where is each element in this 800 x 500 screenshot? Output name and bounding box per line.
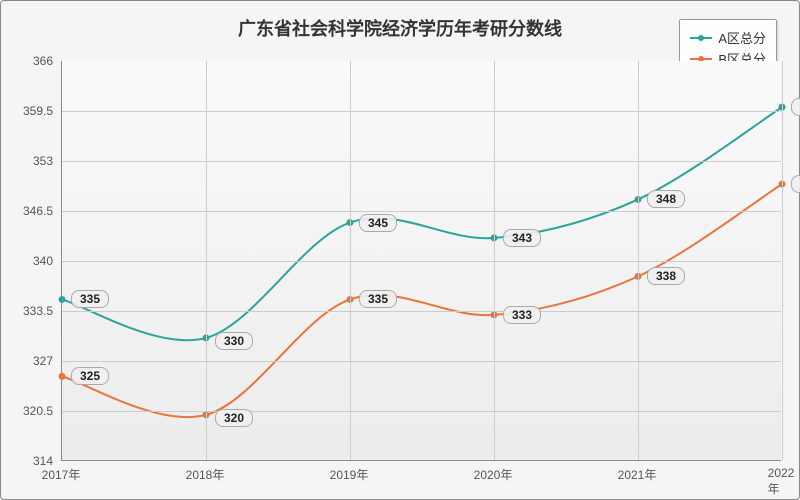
gridline-h bbox=[62, 411, 781, 412]
data-label: 333 bbox=[503, 306, 541, 324]
data-label: 350 bbox=[791, 175, 800, 193]
legend-swatch-a bbox=[690, 37, 712, 39]
gridline-h bbox=[62, 361, 781, 362]
x-tick-label: 2020年 bbox=[474, 466, 513, 483]
y-tick-label: 353 bbox=[9, 154, 53, 168]
data-marker bbox=[59, 296, 66, 303]
data-label: 335 bbox=[359, 290, 397, 308]
y-tick-label: 320.5 bbox=[9, 404, 53, 418]
x-tick-label: 2021年 bbox=[618, 466, 657, 483]
gridline-h bbox=[62, 311, 781, 312]
y-tick-label: 340 bbox=[9, 254, 53, 268]
legend-item-a: A区总分 bbox=[690, 28, 766, 47]
gridline-v bbox=[206, 61, 207, 460]
gridline-h bbox=[62, 261, 781, 262]
legend-swatch-b bbox=[690, 58, 712, 60]
y-tick-label: 359.5 bbox=[9, 104, 53, 118]
y-tick-label: 333.5 bbox=[9, 304, 53, 318]
chart-title: 广东省社会科学院经济学历年考研分数线 bbox=[238, 15, 562, 41]
gridline-v bbox=[638, 61, 639, 460]
x-tick-label: 2022年 bbox=[768, 466, 795, 497]
gridline-v bbox=[350, 61, 351, 460]
gridline-v bbox=[494, 61, 495, 460]
y-tick-label: 346.5 bbox=[9, 204, 53, 218]
data-marker bbox=[59, 373, 66, 380]
series-line bbox=[62, 107, 782, 340]
data-label: 343 bbox=[503, 229, 541, 247]
gridline-h bbox=[62, 111, 781, 112]
data-label: 335 bbox=[71, 290, 109, 308]
x-tick-label: 2019年 bbox=[330, 466, 369, 483]
gridline-v bbox=[782, 61, 783, 460]
chart-container: 广东省社会科学院经济学历年考研分数线 A区总分 B区总分 33533034534… bbox=[0, 0, 800, 500]
y-tick-label: 366 bbox=[9, 54, 53, 68]
x-tick-label: 2018年 bbox=[186, 466, 225, 483]
gridline-h bbox=[62, 161, 781, 162]
legend-label-a: A区总分 bbox=[718, 28, 766, 47]
x-tick-label: 2017年 bbox=[42, 466, 81, 483]
data-label: 325 bbox=[71, 367, 109, 385]
data-label: 348 bbox=[647, 190, 685, 208]
data-label: 330 bbox=[215, 332, 253, 350]
gridline-h bbox=[62, 211, 781, 212]
data-label: 338 bbox=[647, 267, 685, 285]
y-tick-label: 327 bbox=[9, 354, 53, 368]
data-label: 345 bbox=[359, 214, 397, 232]
series-line bbox=[62, 184, 782, 417]
plot-area: 335330345343348360325320335333338350 bbox=[61, 61, 781, 461]
data-label: 320 bbox=[215, 409, 253, 427]
data-label: 360 bbox=[791, 98, 800, 116]
